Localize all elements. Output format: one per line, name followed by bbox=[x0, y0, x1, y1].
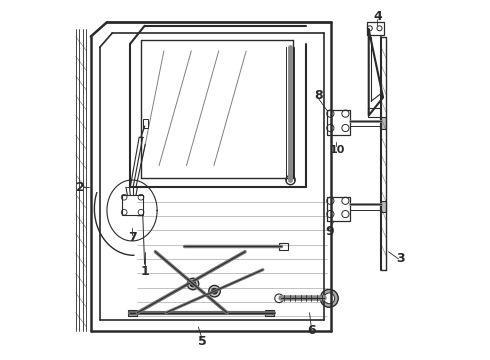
Bar bbox=[128, 310, 137, 316]
Text: 10: 10 bbox=[330, 144, 345, 154]
Bar bbox=[367, 22, 384, 35]
Bar bbox=[380, 117, 386, 129]
Text: 6: 6 bbox=[307, 324, 316, 337]
Text: 7: 7 bbox=[128, 231, 136, 244]
Text: 2: 2 bbox=[75, 181, 84, 194]
Bar bbox=[279, 243, 288, 250]
Bar bbox=[122, 195, 143, 215]
Bar bbox=[368, 108, 381, 117]
Text: 4: 4 bbox=[373, 10, 382, 23]
Circle shape bbox=[187, 278, 199, 290]
Text: 3: 3 bbox=[397, 252, 405, 265]
Circle shape bbox=[320, 289, 338, 307]
Circle shape bbox=[324, 293, 335, 304]
Text: 8: 8 bbox=[314, 89, 323, 102]
Circle shape bbox=[190, 281, 196, 287]
Bar bbox=[327, 110, 350, 135]
Circle shape bbox=[212, 288, 218, 294]
Text: 5: 5 bbox=[197, 335, 206, 348]
Bar bbox=[380, 201, 386, 212]
Text: 1: 1 bbox=[140, 265, 149, 278]
Text: 9: 9 bbox=[325, 225, 334, 238]
Bar bbox=[265, 310, 274, 316]
Bar bbox=[143, 119, 148, 128]
Bar bbox=[327, 197, 350, 221]
Circle shape bbox=[209, 285, 221, 297]
